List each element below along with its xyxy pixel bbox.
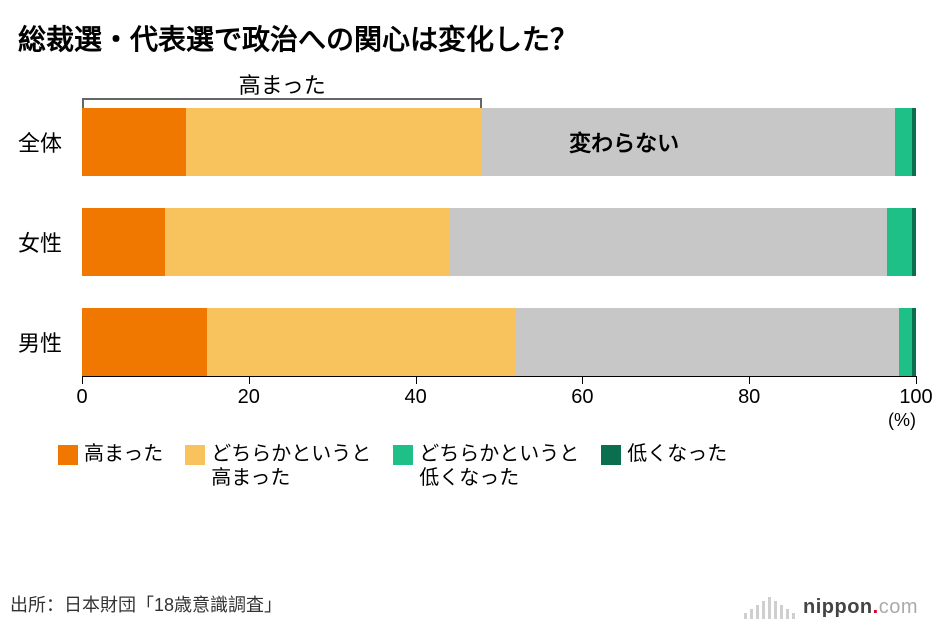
bar-segment-dochira_taka bbox=[186, 108, 482, 176]
row-label: 男性 bbox=[18, 326, 82, 358]
legend-label: どちらかというと低くなった bbox=[419, 442, 579, 490]
stacked-bar bbox=[82, 208, 916, 276]
bracket-line bbox=[82, 98, 482, 100]
x-tick-label: 80 bbox=[738, 386, 760, 409]
bar-segment-dochira_hiku bbox=[895, 108, 912, 176]
bar-wrap: 変わらない bbox=[82, 108, 916, 176]
bar-segment-takamatta bbox=[82, 208, 165, 276]
logo: nippon.com bbox=[744, 596, 918, 619]
bar-segment-kawaranai bbox=[516, 308, 900, 376]
source-text: 出所：日本財団「18歳意識調査」 bbox=[10, 591, 282, 617]
bar-segment-dochira_hiku bbox=[899, 308, 912, 376]
axis-line bbox=[82, 376, 916, 377]
legend-item: どちらかというと低くなった bbox=[393, 442, 579, 490]
bar-segment-dochira_hiku bbox=[887, 208, 912, 276]
legend-item: 低くなった bbox=[601, 442, 727, 490]
plot: 全体変わらない女性男性 bbox=[18, 108, 916, 376]
x-tick-label: 60 bbox=[571, 386, 593, 409]
bar-segment-takamatta bbox=[82, 108, 186, 176]
bar-segment-kawaranai bbox=[449, 208, 887, 276]
x-tick-label: 100 bbox=[899, 386, 932, 409]
legend-label: どちらかというと高まった bbox=[211, 442, 371, 490]
logo-com: com bbox=[879, 596, 918, 618]
x-tick bbox=[749, 376, 750, 384]
bar-segment-dochira_taka bbox=[207, 308, 516, 376]
legend-swatch bbox=[185, 445, 205, 465]
legend-swatch bbox=[58, 445, 78, 465]
chart-container: 総裁選・代表選で政治への関心は変化した？ 高まった 全体変わらない女性男性 (%… bbox=[0, 0, 934, 631]
x-tick bbox=[582, 376, 583, 384]
legend: 高まった どちらかというと高まったどちらかというと低くなった 低くなった bbox=[58, 442, 916, 490]
bar-segment-hikukunatta bbox=[912, 108, 916, 176]
x-tick-label: 0 bbox=[76, 386, 87, 409]
bar-row: 男性 bbox=[18, 308, 916, 376]
bracket-tick-left bbox=[82, 98, 84, 108]
logo-bars-icon bbox=[744, 597, 795, 619]
row-label: 全体 bbox=[18, 126, 82, 158]
chart-title: 総裁選・代表選で政治への関心は変化した？ bbox=[18, 18, 916, 58]
bar-wrap bbox=[82, 208, 916, 276]
legend-item: どちらかというと高まった bbox=[185, 442, 371, 490]
x-tick-label: 40 bbox=[404, 386, 426, 409]
stacked-bar bbox=[82, 308, 916, 376]
bracket-label: 高まった bbox=[239, 68, 326, 100]
legend-swatch bbox=[601, 445, 621, 465]
chart-area: 高まった 全体変わらない女性男性 (%) 020406080100 bbox=[18, 66, 916, 436]
x-tick bbox=[916, 376, 917, 384]
bar-segment-kawaranai bbox=[482, 108, 895, 176]
bar-wrap bbox=[82, 308, 916, 376]
x-axis: (%) 020406080100 bbox=[82, 376, 916, 436]
bar-segment-hikukunatta bbox=[912, 208, 916, 276]
bracket-tick-right bbox=[480, 98, 482, 108]
x-tick bbox=[416, 376, 417, 384]
bar-segment-hikukunatta bbox=[912, 308, 916, 376]
stacked-bar bbox=[82, 108, 916, 176]
legend-label: 高まった bbox=[84, 442, 163, 466]
bar-segment-dochira_taka bbox=[165, 208, 449, 276]
x-tick bbox=[82, 376, 83, 384]
legend-label: 低くなった bbox=[627, 442, 727, 466]
bar-row: 全体変わらない bbox=[18, 108, 916, 176]
axis-unit: (%) bbox=[888, 410, 916, 431]
bracket-annotation: 高まった bbox=[18, 66, 916, 108]
row-label: 女性 bbox=[18, 226, 82, 258]
bar-row: 女性 bbox=[18, 208, 916, 276]
legend-swatch bbox=[393, 445, 413, 465]
logo-text: nippon.com bbox=[803, 596, 918, 619]
bar-segment-takamatta bbox=[82, 308, 207, 376]
x-tick bbox=[249, 376, 250, 384]
logo-name: nippon bbox=[803, 596, 873, 618]
legend-item: 高まった bbox=[58, 442, 163, 490]
x-tick-label: 20 bbox=[238, 386, 260, 409]
